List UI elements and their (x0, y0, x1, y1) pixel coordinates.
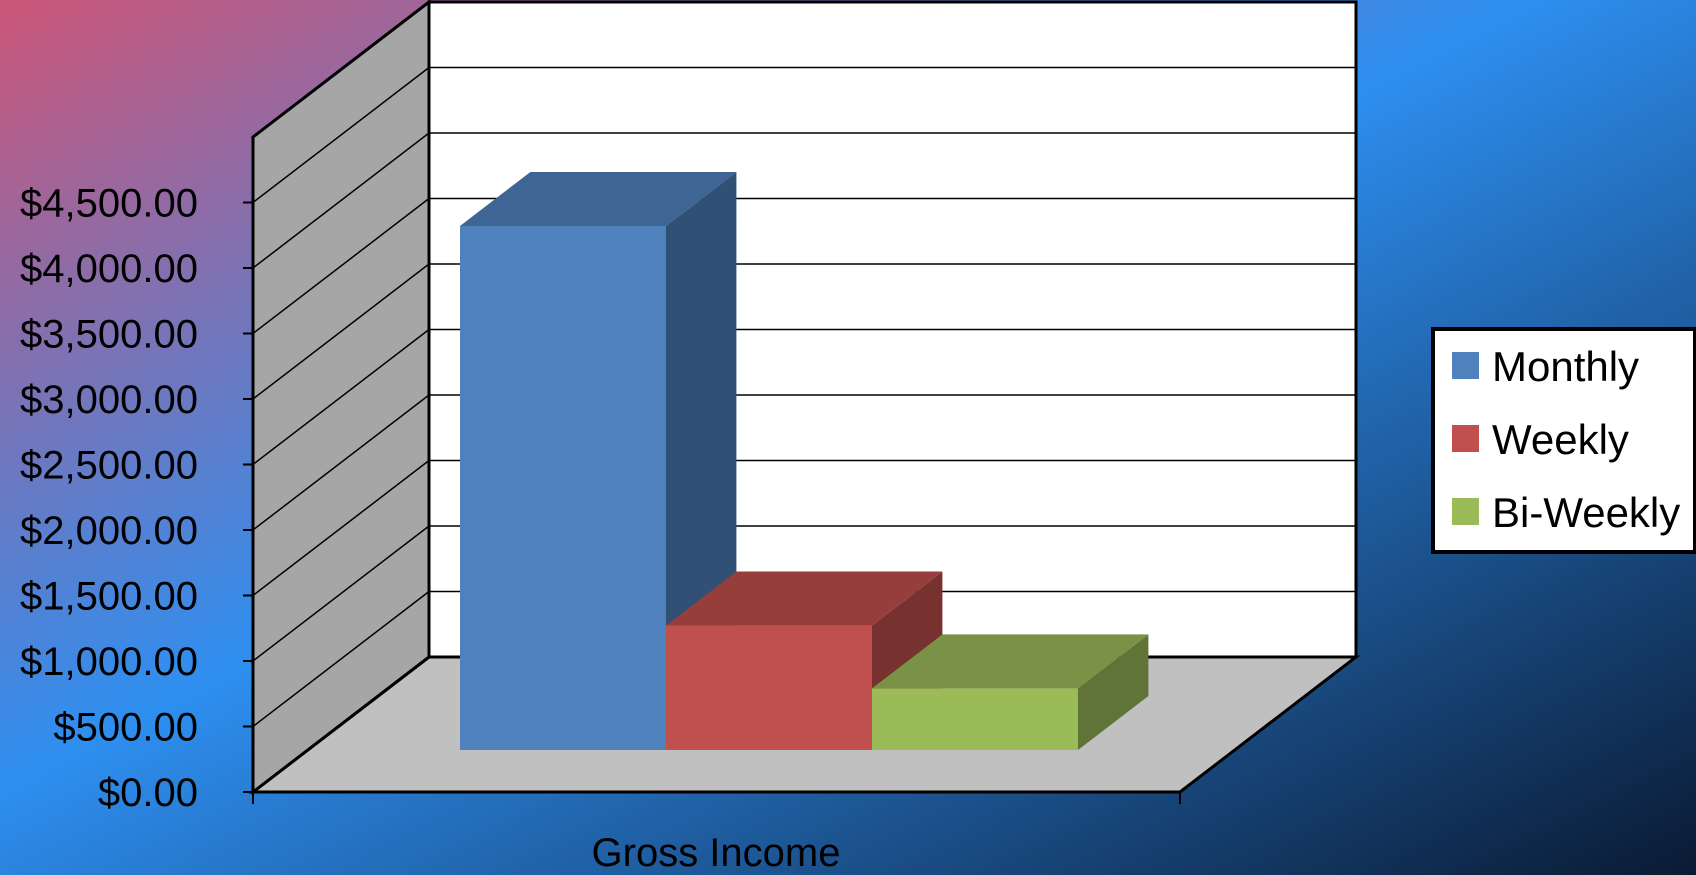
y-tick-label: $3,000.00 (20, 378, 198, 422)
bar-monthly (460, 172, 737, 750)
bar-front-face (460, 226, 666, 750)
gridline-side (252, 328, 430, 466)
legend: Monthly Weekly Bi-Weekly (1431, 327, 1696, 554)
y-tick-label: $1,500.00 (20, 575, 198, 619)
y-tick-label: $4,500.00 (20, 182, 198, 226)
y-tick-label: $4,000.00 (20, 247, 198, 291)
gridline-side (252, 263, 430, 400)
bar-top-face (460, 172, 737, 226)
legend-label: Monthly (1492, 343, 1639, 390)
bar-top-face (666, 571, 943, 626)
gridline-side (252, 132, 430, 269)
x-category-label: Gross Income (592, 831, 841, 875)
gridline-side (252, 525, 430, 662)
legend-label: Bi-Weekly (1492, 489, 1680, 536)
y-axis-ticks: $0.00 $500.00 $1,000.00 $1,500.00 $2,000.00 $… (20, 182, 198, 816)
y-tick-label: $0.00 (98, 771, 198, 815)
legend-swatch (1452, 498, 1479, 525)
bar-side-face (1078, 634, 1149, 750)
y-tick-label: $500.00 (53, 706, 198, 750)
x-axis-categories: Gross Income (252, 792, 1181, 875)
gridline-side (252, 66, 430, 204)
y-tick-label: $2,000.00 (20, 509, 198, 553)
legend-swatch (1452, 425, 1479, 452)
bar-front-face (666, 625, 872, 750)
y-tick-label: $3,500.00 (20, 313, 198, 357)
bar-bi-weekly (872, 634, 1149, 750)
bar-top-face (872, 634, 1149, 689)
gridline-side (252, 197, 430, 335)
legend-swatch (1452, 352, 1479, 379)
gridline-side (252, 394, 430, 531)
gridline-side (252, 459, 430, 597)
chart-bars (460, 172, 1149, 750)
legend-label: Weekly (1492, 416, 1629, 463)
bar-front-face (872, 688, 1078, 750)
gridlines (243, 1, 1356, 793)
gridline-side (252, 590, 430, 728)
y-tick-label: $2,500.00 (20, 444, 198, 488)
y-tick-label: $1,000.00 (20, 640, 198, 684)
